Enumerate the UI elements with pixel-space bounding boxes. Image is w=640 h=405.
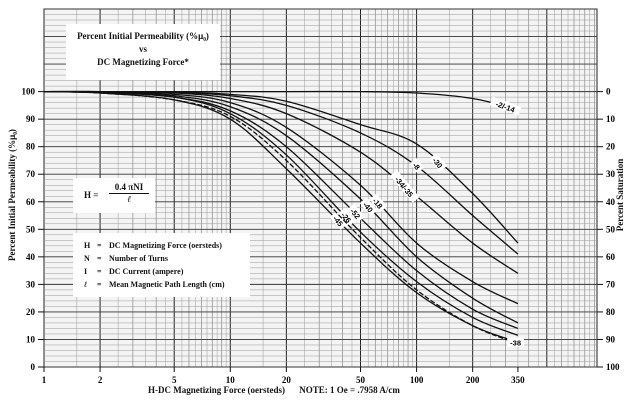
y2-tick-label: 20 [606, 142, 616, 152]
y2-tick-label: 30 [606, 169, 616, 179]
definition-equals: = [97, 280, 102, 289]
y2-tick-label: 10 [606, 114, 616, 124]
x-tick-label: 50 [356, 375, 366, 385]
definitions-box: H = DC Magnetizing Force (oersteds) N = Numb… [73, 233, 250, 297]
definition-equals: = [97, 241, 102, 250]
y-tick-label: 90 [26, 114, 36, 124]
x-tick-label: 20 [282, 375, 292, 385]
y2-tick-label: 0 [606, 87, 611, 97]
series-line-34-35 [43, 90, 519, 274]
definition-symbol: ℓ [84, 280, 88, 289]
series-label: -38 [510, 339, 521, 348]
definition-row: N = Number of Turns [84, 252, 250, 265]
y-tick-label: 80 [26, 142, 36, 152]
definition-text: Mean Magnetic Path Length (cm) [109, 280, 225, 289]
series-label-bg [489, 96, 522, 116]
series-label-bg [390, 169, 420, 203]
definition-text: Number of Turns [109, 254, 168, 263]
y2-axis-label: Percent Saturation [615, 158, 625, 232]
x-tick-label: 100 [410, 375, 424, 385]
chart-title-line-3: DC Magnetizing Force* [97, 57, 189, 67]
x-tick-label: 200 [466, 375, 480, 385]
x-tick-label: 2 [98, 375, 103, 385]
ticks: 1 2 5 10 20 50 100 200 3500102030405060708090100… [22, 87, 621, 385]
definition-row: H = DC Magnetizing Force (oersteds) [84, 239, 250, 252]
x-axis-label: H-DC Magnetizing Force (oersteds) NOTE: … [148, 385, 400, 395]
y-tick-label: 0 [31, 362, 36, 372]
definition-symbol: I [84, 267, 88, 276]
series-label-group: -8 [409, 158, 425, 174]
series-label-bg [369, 193, 388, 213]
series-line-38 [43, 90, 519, 345]
definition-symbol: N [84, 254, 90, 263]
series-line-26 [43, 90, 519, 336]
y-tick-label: 50 [26, 224, 36, 234]
y-tick-label: 100 [22, 87, 36, 97]
unit-note: NOTE: 1 Oe = .7958 A/cm [299, 385, 400, 395]
y2-tick-label: 100 [606, 362, 620, 372]
chart-title-line-1: Percent Initial Permeability (%μ₀) [77, 31, 209, 41]
x-tick-label: 10 [226, 375, 236, 385]
series-label-bg [409, 158, 425, 174]
y2-tick-label: 90 [606, 334, 616, 344]
series-label: -8 [411, 161, 422, 172]
chart-title-line-2: vs [138, 44, 147, 54]
y-axis-label: Percent Initial Permeability (%μ₀) [7, 129, 17, 261]
definition-symbol: H [84, 241, 91, 250]
definition-row: ℓ = Mean Magnetic Path Length (cm) [84, 278, 250, 291]
series-label-bg [337, 207, 356, 227]
x-tick-label: 1 [42, 375, 47, 385]
definition-row: I = DC Current (ampere) [84, 265, 250, 278]
series-label-bg [329, 211, 348, 230]
definition-text: DC Current (ampere) [109, 267, 184, 276]
y-tick-label: 60 [26, 197, 36, 207]
definition-equals: = [97, 267, 102, 276]
x-axis-title: H-DC Magnetizing Force (oersteds) [148, 385, 286, 395]
formula-numerator: 0.4 πNI [109, 182, 149, 194]
series-label-bg [507, 337, 524, 347]
formula-fraction: 0.4 πNI ℓ [109, 182, 149, 204]
y2-tick-label: 80 [606, 307, 616, 317]
y2-tick-label: 60 [606, 252, 616, 262]
y2-tick-label: 40 [606, 197, 616, 207]
y-tick-label: 20 [26, 307, 36, 317]
series-label-bg [359, 197, 378, 216]
x-tick-label: 5 [172, 375, 177, 385]
series-label-bg [429, 153, 448, 172]
series-label-bg [347, 203, 365, 223]
formula-denominator: ℓ [127, 194, 131, 204]
chart-title-box: Percent Initial Permeability (%μ₀) vs DC… [66, 24, 220, 80]
y-tick-label: 10 [26, 334, 36, 344]
y2-tick-label: 70 [606, 279, 616, 289]
y-tick-label: 70 [26, 169, 36, 179]
x-tick-label: 350 [511, 375, 525, 385]
formula-box: H = 0.4 πNI ℓ [73, 178, 155, 213]
series-label-group: -38 [507, 337, 524, 348]
curves: -2/-14-30-8-34/-35-18-40-52-26-45-38 [43, 90, 524, 348]
y-tick-label: 40 [26, 252, 36, 262]
definition-text: DC Magnetizing Force (oersteds) [109, 241, 222, 250]
y2-tick-label: 50 [606, 224, 616, 234]
definition-equals: = [97, 254, 102, 263]
formula-lhs: H = [84, 190, 99, 200]
y-tick-label: 30 [26, 279, 36, 289]
